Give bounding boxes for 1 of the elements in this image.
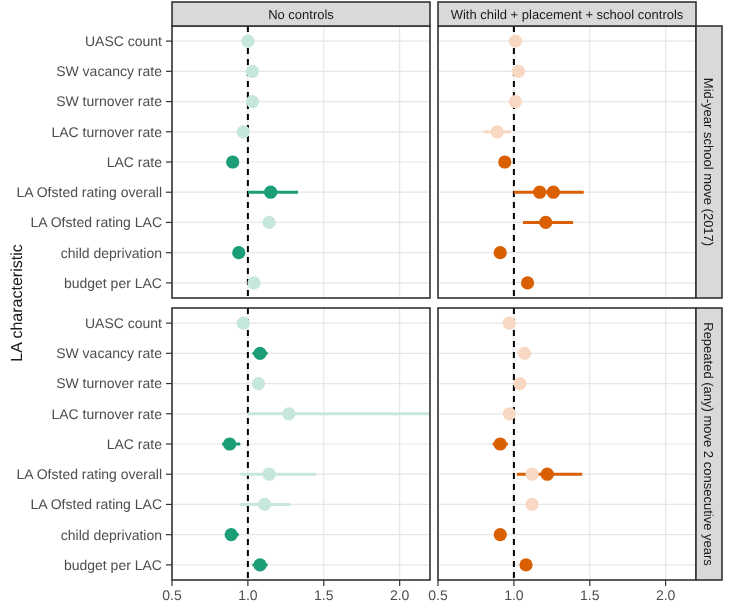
y-axis-title: LA characteristic bbox=[7, 244, 26, 362]
